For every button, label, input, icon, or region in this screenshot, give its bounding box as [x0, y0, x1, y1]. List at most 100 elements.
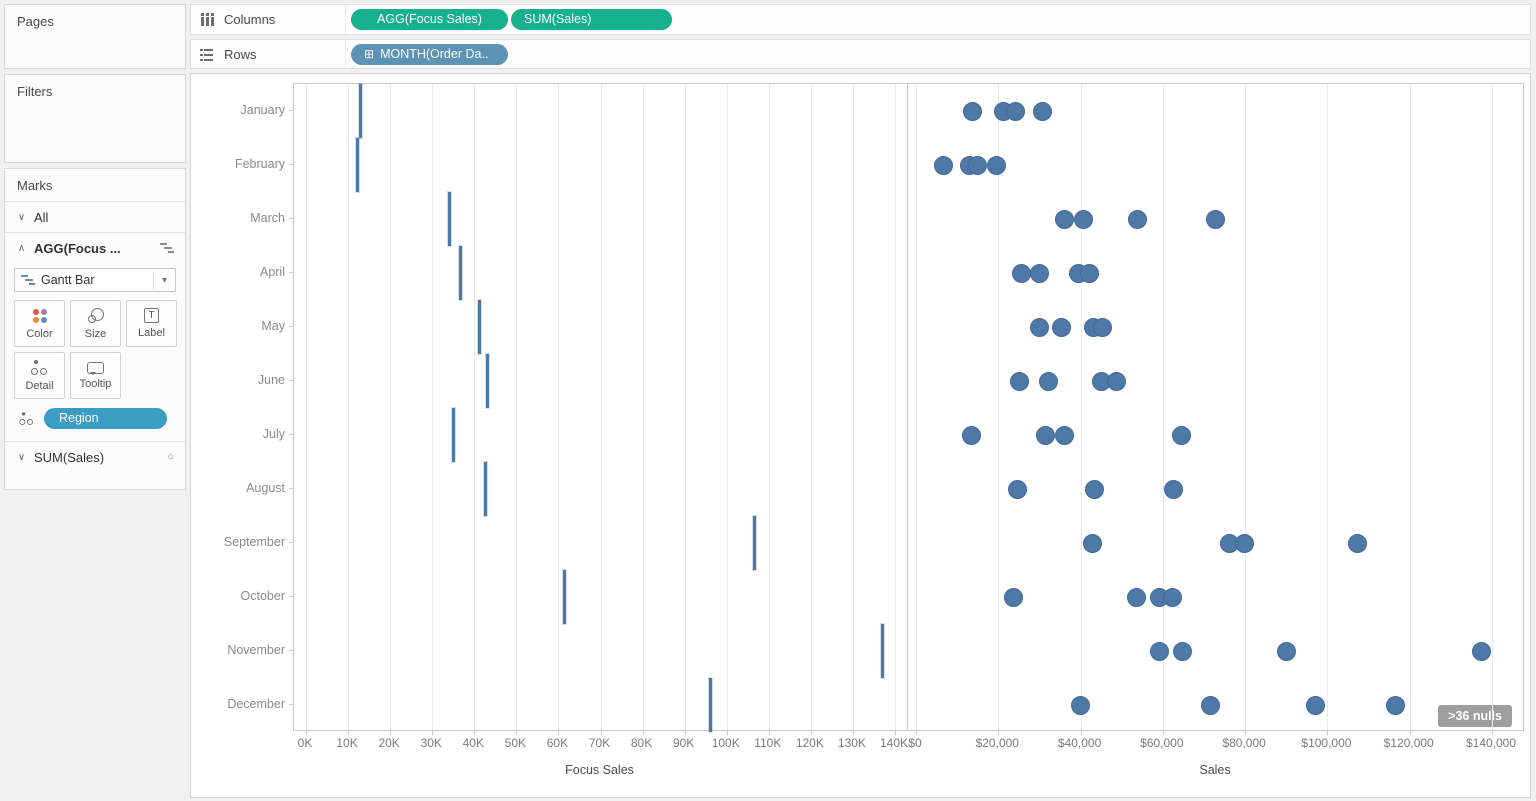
- month-label[interactable]: May: [261, 319, 285, 333]
- sales-circle[interactable]: [1347, 533, 1367, 553]
- dropdown-caret-icon[interactable]: ▾: [152, 271, 169, 289]
- sales-circle[interactable]: [1127, 587, 1147, 607]
- pill-month-text: MONTH(Order Da..: [380, 46, 489, 61]
- sales-circle[interactable]: [1032, 101, 1052, 121]
- sales-circle[interactable]: [1127, 209, 1147, 229]
- sales-circle[interactable]: [1164, 479, 1184, 499]
- sales-circle[interactable]: [1054, 425, 1074, 445]
- sales-circle[interactable]: [1079, 263, 1099, 283]
- marks-section-agg-focus-sales[interactable]: ∧ AGG(Focus ...: [5, 233, 185, 263]
- tooltip-button[interactable]: Tooltip: [70, 352, 121, 399]
- sales-circle[interactable]: [968, 155, 988, 175]
- sales-circle[interactable]: [1385, 695, 1405, 715]
- month-label[interactable]: December: [227, 697, 285, 711]
- region-pill[interactable]: Region: [44, 408, 167, 429]
- sales-circle[interactable]: [1073, 209, 1093, 229]
- sales-circle[interactable]: [1006, 101, 1026, 121]
- marks-section-all[interactable]: ∨ All: [5, 202, 185, 232]
- columns-label-text: Columns: [224, 12, 276, 27]
- sales-circle[interactable]: [961, 425, 981, 445]
- marks-sum-label: SUM(Sales): [34, 449, 105, 465]
- sales-circle[interactable]: [1235, 533, 1255, 553]
- pill-month-order-date[interactable]: ⊞ MONTH(Order Da..: [351, 43, 508, 65]
- gantt-bar[interactable]: [478, 300, 482, 354]
- gantt-bar[interactable]: [880, 624, 884, 678]
- gantt-bar[interactable]: [358, 84, 362, 138]
- detail-button[interactable]: Detail: [14, 352, 65, 399]
- sales-axis-ticks[interactable]: $0 $20,000 $40,000 $60,000 $80,000 $100,000 $1…: [907, 736, 1523, 752]
- size-button[interactable]: Size: [70, 300, 121, 347]
- month-label[interactable]: June: [257, 373, 285, 387]
- month-label[interactable]: October: [240, 589, 285, 603]
- sales-circle[interactable]: [1029, 317, 1049, 337]
- sales-axis-title[interactable]: Sales: [1199, 763, 1231, 777]
- filters-shelf[interactable]: Filters: [4, 74, 186, 163]
- gantt-bar[interactable]: [356, 138, 360, 192]
- pill-agg-focus-sales[interactable]: AGG(Focus Sales): [351, 9, 508, 30]
- month-label[interactable]: September: [223, 535, 285, 549]
- rows-shelf[interactable]: Rows ⊞ MONTH(Order Da..: [190, 39, 1531, 69]
- sales-circle[interactable]: [1305, 695, 1325, 715]
- sales-circle[interactable]: [987, 155, 1007, 175]
- sales-circle[interactable]: [1009, 371, 1029, 391]
- sales-circle[interactable]: [1276, 641, 1296, 661]
- sales-circle[interactable]: [1011, 263, 1031, 283]
- plot-area: >36 nulls: [293, 83, 1524, 735]
- month-label[interactable]: November: [227, 643, 285, 657]
- gridline: [1327, 84, 1329, 730]
- pill-sum-sales[interactable]: SUM(Sales): [511, 9, 672, 30]
- sales-circle[interactable]: [1200, 695, 1220, 715]
- gantt-bar[interactable]: [752, 516, 756, 570]
- focus-sales-axis-title[interactable]: Focus Sales: [565, 763, 634, 777]
- columns-shelf[interactable]: Columns AGG(Focus Sales) SUM(Sales): [190, 4, 1531, 35]
- sales-circle[interactable]: [1205, 209, 1225, 229]
- sales-circle[interactable]: [963, 101, 983, 121]
- month-label[interactable]: January: [240, 103, 285, 117]
- gantt-bar[interactable]: [484, 462, 488, 516]
- month-label[interactable]: March: [250, 211, 285, 225]
- sales-circle[interactable]: [1036, 425, 1056, 445]
- sales-circle[interactable]: [1472, 641, 1492, 661]
- sales-circle[interactable]: [1173, 641, 1193, 661]
- gantt-bar[interactable]: [563, 570, 567, 624]
- month-label[interactable]: February: [234, 157, 285, 171]
- sales-circle[interactable]: [1008, 479, 1028, 499]
- gantt-bar[interactable]: [452, 408, 456, 462]
- sales-circle[interactable]: [1082, 533, 1102, 553]
- chevron-down-icon[interactable]: ∨: [17, 451, 26, 463]
- sales-circle[interactable]: [1084, 479, 1104, 499]
- worksheet-view: January February March April May June July Augu…: [190, 73, 1531, 798]
- label-button[interactable]: T Label: [126, 300, 177, 347]
- chevron-down-icon[interactable]: ∨: [17, 211, 26, 223]
- marks-section-sum-sales[interactable]: ∨ SUM(Sales) ○: [5, 442, 185, 472]
- gantt-bar[interactable]: [448, 192, 452, 246]
- pages-shelf[interactable]: Pages: [4, 4, 186, 69]
- sales-circle[interactable]: [1163, 587, 1183, 607]
- expand-icon[interactable]: ⊞: [364, 46, 375, 61]
- gantt-bar[interactable]: [459, 246, 463, 300]
- x-axis-tick-labels: 0K 10K 20K 30K 40K 50K 60K 70K 80K 90K 100K 110K 120…: [293, 736, 1524, 752]
- month-label[interactable]: July: [262, 427, 285, 441]
- row-tick: [289, 218, 293, 219]
- chevron-up-icon[interactable]: ∧: [17, 242, 26, 254]
- month-label[interactable]: August: [246, 481, 285, 495]
- null-indicator-badge[interactable]: >36 nulls: [1438, 705, 1512, 727]
- sales-circle[interactable]: [1093, 317, 1113, 337]
- sales-circle[interactable]: [1004, 587, 1023, 607]
- sales-circle[interactable]: [934, 155, 954, 175]
- mark-type-dropdown[interactable]: Gantt Bar ▾: [14, 268, 176, 292]
- sales-circle[interactable]: [1052, 317, 1072, 337]
- focus-sales-axis-ticks[interactable]: 0K 10K 20K 30K 40K 50K 60K 70K 80K 90K 100K 110K 120…: [293, 736, 908, 752]
- sales-circle[interactable]: [1150, 641, 1170, 661]
- marks-title: Marks: [17, 178, 53, 193]
- sales-circle[interactable]: [1055, 209, 1075, 229]
- month-label[interactable]: April: [259, 265, 285, 279]
- sales-circle[interactable]: [1038, 371, 1058, 391]
- sales-circle[interactable]: [1172, 425, 1192, 445]
- color-button[interactable]: Color: [14, 300, 65, 347]
- gantt-bar[interactable]: [486, 354, 490, 408]
- sales-circle[interactable]: [1107, 371, 1127, 391]
- sales-circle[interactable]: [1029, 263, 1049, 283]
- gantt-bar[interactable]: [708, 678, 712, 732]
- sales-circle[interactable]: [1071, 695, 1091, 715]
